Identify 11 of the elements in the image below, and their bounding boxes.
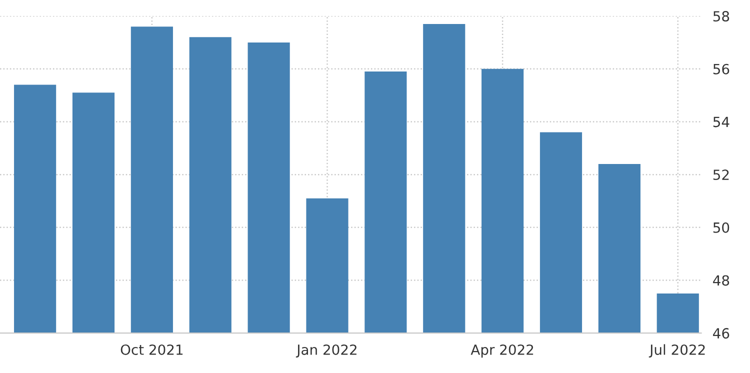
y-tick-label: 56 bbox=[713, 64, 730, 74]
y-tick-label: 46 bbox=[713, 328, 730, 339]
y-tick-label: 50 bbox=[713, 222, 730, 233]
x-tick-label: Apr 2022 bbox=[470, 344, 534, 358]
x-tick-label: Oct 2021 bbox=[120, 344, 183, 355]
y-tick-label: 48 bbox=[713, 275, 730, 286]
x-tick-label: Jul 2022 bbox=[648, 344, 705, 358]
y-tick-label: 58 bbox=[713, 11, 730, 22]
y-tick-label: 54 bbox=[713, 116, 730, 128]
x-tick-label: Jan 2022 bbox=[296, 344, 356, 358]
y-tick-label: 52 bbox=[713, 170, 729, 180]
